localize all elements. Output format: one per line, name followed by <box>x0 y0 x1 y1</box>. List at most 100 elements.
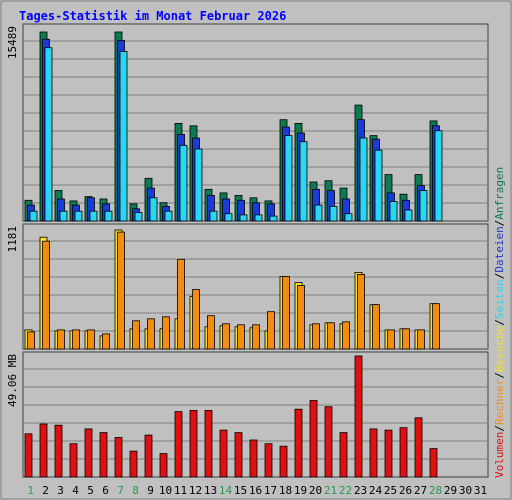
bar-visits-rechner-day-8 <box>132 320 140 350</box>
bar-visits-rechner-day-2 <box>42 240 50 350</box>
bar-visits-rechner-day-23 <box>357 273 365 350</box>
bar-hits-seiten-day-19 <box>299 141 308 222</box>
bar-volume-volumen-day-10 <box>159 453 168 478</box>
bar-visits-rechner-day-14 <box>222 323 230 350</box>
bar-hits-seiten-day-12 <box>194 148 203 222</box>
bar-hits-seiten-day-16 <box>254 214 263 222</box>
bar-hits-seiten-day-22 <box>344 213 353 222</box>
chart-title: Tages-Statistik im Monat Februar 2026 <box>19 9 286 23</box>
bar-visits-rechner-day-19 <box>297 285 305 350</box>
bar-volume-volumen-day-8 <box>129 450 138 478</box>
bar-hits-seiten-day-10 <box>164 210 173 222</box>
x-tick-label: 15 <box>234 484 247 497</box>
x-tick-label: 3 <box>57 484 64 497</box>
x-tick-label: 18 <box>279 484 292 497</box>
bar-hits-seiten-day-14 <box>224 213 233 222</box>
legend-item-besuche: Besuche <box>493 326 506 372</box>
bar-visits-rechner-day-24 <box>372 304 380 350</box>
bar-volume-volumen-day-11 <box>174 411 183 478</box>
bar-visits-rechner-day-28 <box>432 303 440 350</box>
y-max-label-volume: 49.06 MB <box>6 354 19 407</box>
bar-volume-volumen-day-15 <box>234 432 243 478</box>
bar-visits-rechner-day-18 <box>282 276 290 350</box>
panel-hits: 15489 <box>6 23 489 222</box>
bar-visits-rechner-day-1 <box>27 331 35 350</box>
panel-visits: 1181 <box>6 223 489 350</box>
plot-area-hits <box>22 23 489 222</box>
legend-text: Volumen/Rechner/Besuche/Seiten/Dateien/A… <box>493 167 506 478</box>
bar-volume-volumen-day-12 <box>189 409 198 478</box>
bar-hits-seiten-day-8 <box>134 212 143 222</box>
bar-visits-rechner-day-22 <box>342 321 350 350</box>
bar-volume-volumen-day-22 <box>339 432 348 478</box>
bar-visits-rechner-day-4 <box>72 329 80 350</box>
bar-hits-seiten-day-26 <box>404 209 413 222</box>
x-tick-label: 21 <box>324 484 337 497</box>
bar-volume-volumen-day-27 <box>414 417 423 478</box>
bar-hits-seiten-day-24 <box>374 149 383 222</box>
bar-hits-seiten-day-3 <box>59 210 68 222</box>
y-max-label-visits: 1181 <box>6 226 19 253</box>
bar-visits-rechner-day-15 <box>237 324 245 350</box>
bar-visits-rechner-day-26 <box>402 328 410 350</box>
bar-hits-seiten-day-21 <box>329 205 338 222</box>
x-tick-label: 2 <box>42 484 49 497</box>
bar-hits-seiten-day-11 <box>179 144 188 222</box>
bar-hits-seiten-day-5 <box>89 210 98 222</box>
x-tick-label: 30 <box>459 484 472 497</box>
x-tick-label: 16 <box>249 484 262 497</box>
x-tick-label: 14 <box>219 484 233 497</box>
x-axis-day-labels: 1 2 3 4 5 6 7 8 9 10 11 12 13 14 15 16 17 18 19 20 21 22 23 24 2… <box>27 484 487 497</box>
x-tick-label: 25 <box>384 484 397 497</box>
x-tick-label: 22 <box>339 484 352 497</box>
bar-visits-rechner-day-25 <box>387 329 395 350</box>
legend-item-rechner: Rechner <box>493 378 506 425</box>
bar-volume-volumen-day-9 <box>144 434 153 478</box>
legend-separator: / <box>493 273 506 280</box>
bar-visits-rechner-day-11 <box>177 258 185 350</box>
bar-hits-seiten-day-18 <box>284 135 293 222</box>
x-tick-label: 10 <box>159 484 172 497</box>
legend-separator: / <box>493 220 506 227</box>
bar-hits-seiten-day-6 <box>104 210 113 222</box>
legend-separator: / <box>493 319 506 326</box>
bar-volume-volumen-day-19 <box>294 408 303 478</box>
bar-hits-seiten-day-15 <box>239 214 248 222</box>
bar-volume-volumen-day-2 <box>39 423 48 478</box>
legend-separator: / <box>493 372 506 379</box>
x-tick-label: 1 <box>27 484 34 497</box>
bar-visits-rechner-day-16 <box>252 324 260 350</box>
bar-visits-rechner-day-21 <box>327 322 335 350</box>
x-tick-label: 5 <box>87 484 94 497</box>
legend-item-seiten: Seiten <box>493 279 506 319</box>
legend-item-volumen: Volumen <box>493 432 506 478</box>
bar-volume-volumen-day-24 <box>369 428 378 478</box>
x-tick-label: 19 <box>294 484 307 497</box>
bar-hits-seiten-day-17 <box>269 215 278 222</box>
bar-hits-seiten-day-7 <box>119 51 128 222</box>
bar-volume-volumen-day-18 <box>279 445 288 478</box>
x-tick-label: 11 <box>174 484 187 497</box>
x-tick-label: 31 <box>474 484 487 497</box>
x-tick-label: 20 <box>309 484 322 497</box>
bar-visits-rechner-day-17 <box>267 311 275 350</box>
bar-hits-seiten-day-9 <box>149 197 158 222</box>
bar-visits-rechner-day-7 <box>117 231 125 350</box>
x-tick-label: 8 <box>132 484 139 497</box>
bar-visits-rechner-day-5 <box>87 329 95 350</box>
bar-volume-volumen-day-3 <box>54 424 63 478</box>
x-tick-label: 6 <box>102 484 109 497</box>
bar-visits-rechner-day-13 <box>207 315 215 350</box>
x-tick-label: 23 <box>354 484 367 497</box>
bar-visits-rechner-day-3 <box>57 329 65 350</box>
bar-hits-seiten-day-25 <box>389 201 398 222</box>
bar-visits-rechner-day-6 <box>102 333 110 350</box>
bar-volume-volumen-day-28 <box>429 448 438 478</box>
chart-legend: Volumen/Rechner/Besuche/Seiten/Dateien/A… <box>493 167 506 478</box>
y-max-label-hits: 15489 <box>6 26 19 59</box>
bar-hits-seiten-day-2 <box>44 47 53 222</box>
bar-volume-volumen-day-21 <box>324 406 333 478</box>
bar-visits-rechner-day-10 <box>162 316 170 350</box>
